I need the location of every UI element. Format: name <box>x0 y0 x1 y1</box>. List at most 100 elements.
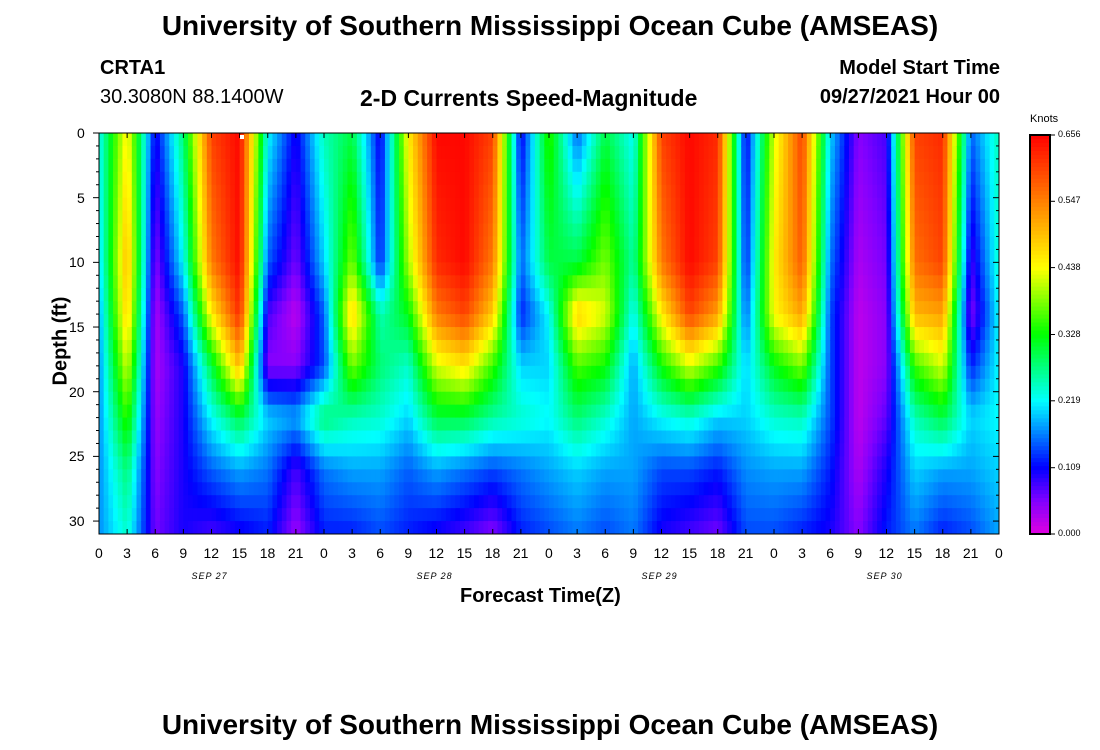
heatmap-cell <box>483 171 489 186</box>
heatmap-cell <box>558 417 564 432</box>
heatmap-cell <box>103 314 109 328</box>
heatmap-cell <box>497 314 503 328</box>
heatmap-cell <box>558 171 564 186</box>
heatmap-cell <box>291 443 297 457</box>
heatmap-cell <box>586 482 592 496</box>
heatmap-cell <box>309 197 316 212</box>
heatmap-cell <box>150 508 156 522</box>
heatmap-cell <box>647 417 653 432</box>
heatmap-cell <box>830 469 836 483</box>
heatmap-cell <box>295 145 302 160</box>
heatmap-cell <box>295 456 302 470</box>
heatmap-cell <box>802 417 808 432</box>
heatmap-cell <box>141 495 147 509</box>
heatmap-cell <box>408 197 414 212</box>
heatmap-cell <box>272 365 278 380</box>
heatmap-cell <box>206 223 213 238</box>
heatmap-cell <box>211 482 217 496</box>
heatmap-cell <box>764 456 770 470</box>
heatmap-cell <box>141 249 147 263</box>
heatmap-cell <box>506 482 513 496</box>
heatmap-cell <box>497 508 503 522</box>
heatmap-cell <box>722 288 728 302</box>
heatmap-cell <box>703 210 709 225</box>
heatmap-cell <box>497 184 503 199</box>
heatmap-cell <box>731 482 738 496</box>
heatmap-cell <box>577 417 583 432</box>
heatmap-cell <box>328 158 334 173</box>
heatmap-cell <box>356 171 363 186</box>
heatmap-cell <box>464 443 470 457</box>
heatmap-cell <box>783 430 789 445</box>
heatmap-cell <box>802 210 808 225</box>
heatmap-cell <box>624 301 630 315</box>
heatmap-cell <box>774 391 780 406</box>
heatmap-cell <box>478 456 484 470</box>
heatmap-cell <box>745 262 752 276</box>
heatmap-cell <box>609 158 616 173</box>
heatmap-cell <box>464 521 470 534</box>
heatmap-cell <box>511 521 517 534</box>
heatmap-cell <box>567 378 574 393</box>
heatmap-cell <box>605 171 611 186</box>
heatmap-cell <box>113 456 119 470</box>
heatmap-cell <box>642 417 649 432</box>
heatmap-cell <box>684 327 691 341</box>
heatmap-cell <box>272 404 278 419</box>
heatmap-cell <box>305 378 311 393</box>
heatmap-cell <box>216 210 222 225</box>
heatmap-cell <box>788 404 794 419</box>
heatmap-cell <box>816 197 822 212</box>
heatmap-cell <box>159 249 166 263</box>
heatmap-cell <box>478 495 484 509</box>
heatmap-cell <box>699 249 705 263</box>
heatmap-cell <box>839 301 845 315</box>
heatmap-cell <box>141 404 147 419</box>
heatmap-cell <box>108 521 114 534</box>
heatmap-cell <box>605 133 611 147</box>
heatmap-cell <box>281 508 288 522</box>
heatmap-cell <box>558 197 564 212</box>
heatmap-cell <box>361 391 367 406</box>
heatmap-cell <box>384 391 391 406</box>
heatmap-cell <box>656 391 663 406</box>
heatmap-cell <box>666 301 672 315</box>
heatmap-cell <box>624 391 630 406</box>
heatmap-cell <box>464 249 470 263</box>
heatmap-cell <box>225 314 231 328</box>
heatmap-cell <box>441 404 447 419</box>
heatmap-cell <box>230 158 236 173</box>
heatmap-cell <box>764 249 770 263</box>
heatmap-cell <box>136 158 142 173</box>
heatmap-cell <box>834 223 841 238</box>
heatmap-cell <box>220 378 227 393</box>
heatmap-cell <box>417 508 424 522</box>
heatmap-cell <box>783 236 789 251</box>
heatmap-cell <box>361 482 367 496</box>
heatmap-cell <box>319 391 325 406</box>
heatmap-cell <box>450 508 456 522</box>
heatmap-cell <box>586 288 592 302</box>
heatmap-cell <box>844 365 850 380</box>
heatmap-cell <box>450 210 456 225</box>
heatmap-cell <box>202 430 208 445</box>
heatmap-cell <box>464 339 470 354</box>
heatmap-cell <box>455 508 461 522</box>
heatmap-cell <box>300 171 306 186</box>
heatmap-cell <box>267 288 274 302</box>
heatmap-cell <box>577 184 583 199</box>
heatmap-cell <box>441 184 447 199</box>
heatmap-cell <box>759 404 766 419</box>
heatmap-cell <box>736 236 742 251</box>
heatmap-cell <box>731 133 738 147</box>
heatmap-cell <box>619 301 625 315</box>
heatmap-cell <box>759 508 766 522</box>
heatmap-cell <box>656 378 663 393</box>
heatmap-cell <box>220 339 227 354</box>
heatmap-cell <box>591 469 597 483</box>
heatmap-cell <box>708 314 714 328</box>
heatmap-cell <box>314 521 320 534</box>
heatmap-cell <box>713 391 719 406</box>
heatmap-cell <box>99 352 105 367</box>
heatmap-cell <box>849 184 855 199</box>
